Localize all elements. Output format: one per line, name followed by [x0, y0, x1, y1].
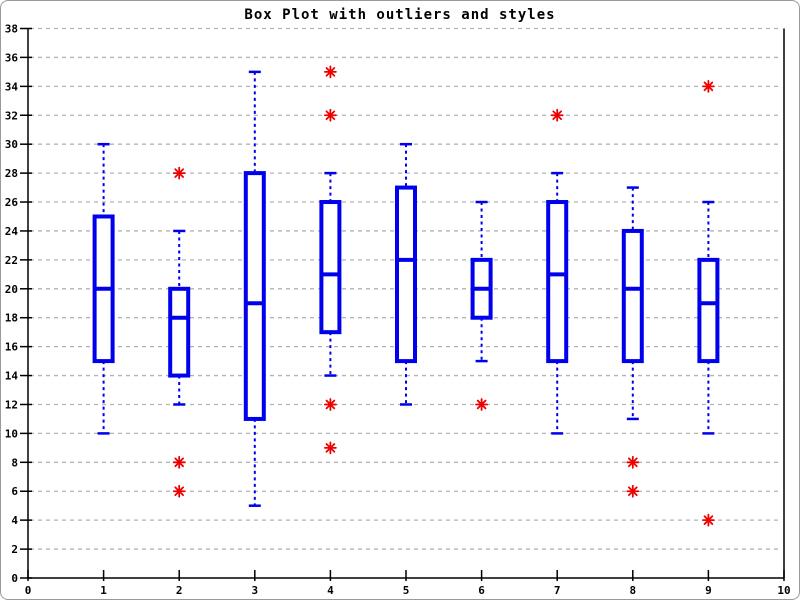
outlier-marker [172, 484, 186, 498]
y-tick-label: 14 [5, 370, 19, 383]
outlier-marker [475, 398, 489, 411]
outlier-marker [550, 108, 564, 122]
x-tick-label: 1 [100, 584, 107, 597]
x-tick-label: 9 [705, 584, 712, 597]
outlier-ray [174, 168, 185, 178]
outlier-marker [172, 166, 186, 180]
outlier-ray [174, 486, 185, 497]
outlier-marker [626, 455, 640, 469]
y-tick-label: 8 [11, 456, 18, 469]
outlier-marker [323, 108, 337, 122]
y-tick-label: 2 [11, 543, 18, 556]
x-tick-label: 2 [176, 584, 183, 597]
outlier-marker [323, 441, 337, 455]
iqr-box [243, 171, 266, 421]
iqr-box [168, 286, 191, 378]
y-tick-label: 26 [5, 196, 19, 209]
y-tick-label: 34 [5, 80, 19, 93]
outlier-ray [325, 399, 336, 410]
y-tick-label: 30 [5, 138, 18, 151]
outlier-marker [323, 398, 337, 411]
iqr-box [395, 185, 417, 364]
y-tick-label: 10 [5, 427, 18, 440]
y-tick-label: 12 [5, 398, 18, 411]
iqr-box [697, 257, 720, 364]
outlier-ray [703, 81, 714, 92]
y-tick-label: 16 [5, 341, 19, 354]
y-tick-label: 24 [5, 225, 19, 238]
y-tick-label: 20 [5, 283, 18, 296]
y-tick-label: 6 [11, 485, 18, 498]
outlier-marker [702, 513, 715, 527]
outlier-ray [325, 110, 336, 121]
outlier-ray [325, 443, 336, 453]
x-tick-label: 6 [478, 584, 485, 597]
x-tick-label: 5 [403, 584, 410, 597]
outlier-ray [628, 486, 638, 497]
outlier-ray [174, 457, 185, 468]
x-tick-label: 0 [25, 584, 32, 597]
outlier-ray [325, 67, 336, 77]
y-tick-label: 28 [5, 167, 18, 180]
y-tick-label: 32 [5, 109, 18, 122]
x-tick-label: 4 [327, 584, 334, 597]
chart-title: Box Plot with outliers and styles [244, 7, 556, 23]
y-tick-label: 22 [5, 254, 18, 267]
outlier-ray [628, 457, 638, 468]
y-tick-label: 4 [11, 514, 18, 527]
x-tick-label: 7 [554, 584, 561, 597]
iqr-box [319, 200, 342, 335]
x-tick-label: 8 [629, 584, 636, 597]
y-tick-label: 36 [5, 51, 19, 64]
y-tick-label: 0 [11, 572, 18, 585]
outlier-marker [702, 79, 715, 93]
x-tick-label: 10 [777, 584, 790, 597]
iqr-box [546, 200, 569, 364]
x-tick-label: 3 [251, 584, 258, 597]
outlier-ray [703, 515, 714, 525]
iqr-box [621, 228, 644, 364]
outlier-marker [172, 455, 186, 469]
y-tick-label: 18 [5, 312, 18, 325]
outlier-ray [476, 399, 487, 410]
y-tick-label: 38 [5, 23, 18, 36]
outlier-marker [626, 484, 640, 498]
outlier-marker [323, 65, 337, 79]
outlier-ray [552, 110, 562, 121]
